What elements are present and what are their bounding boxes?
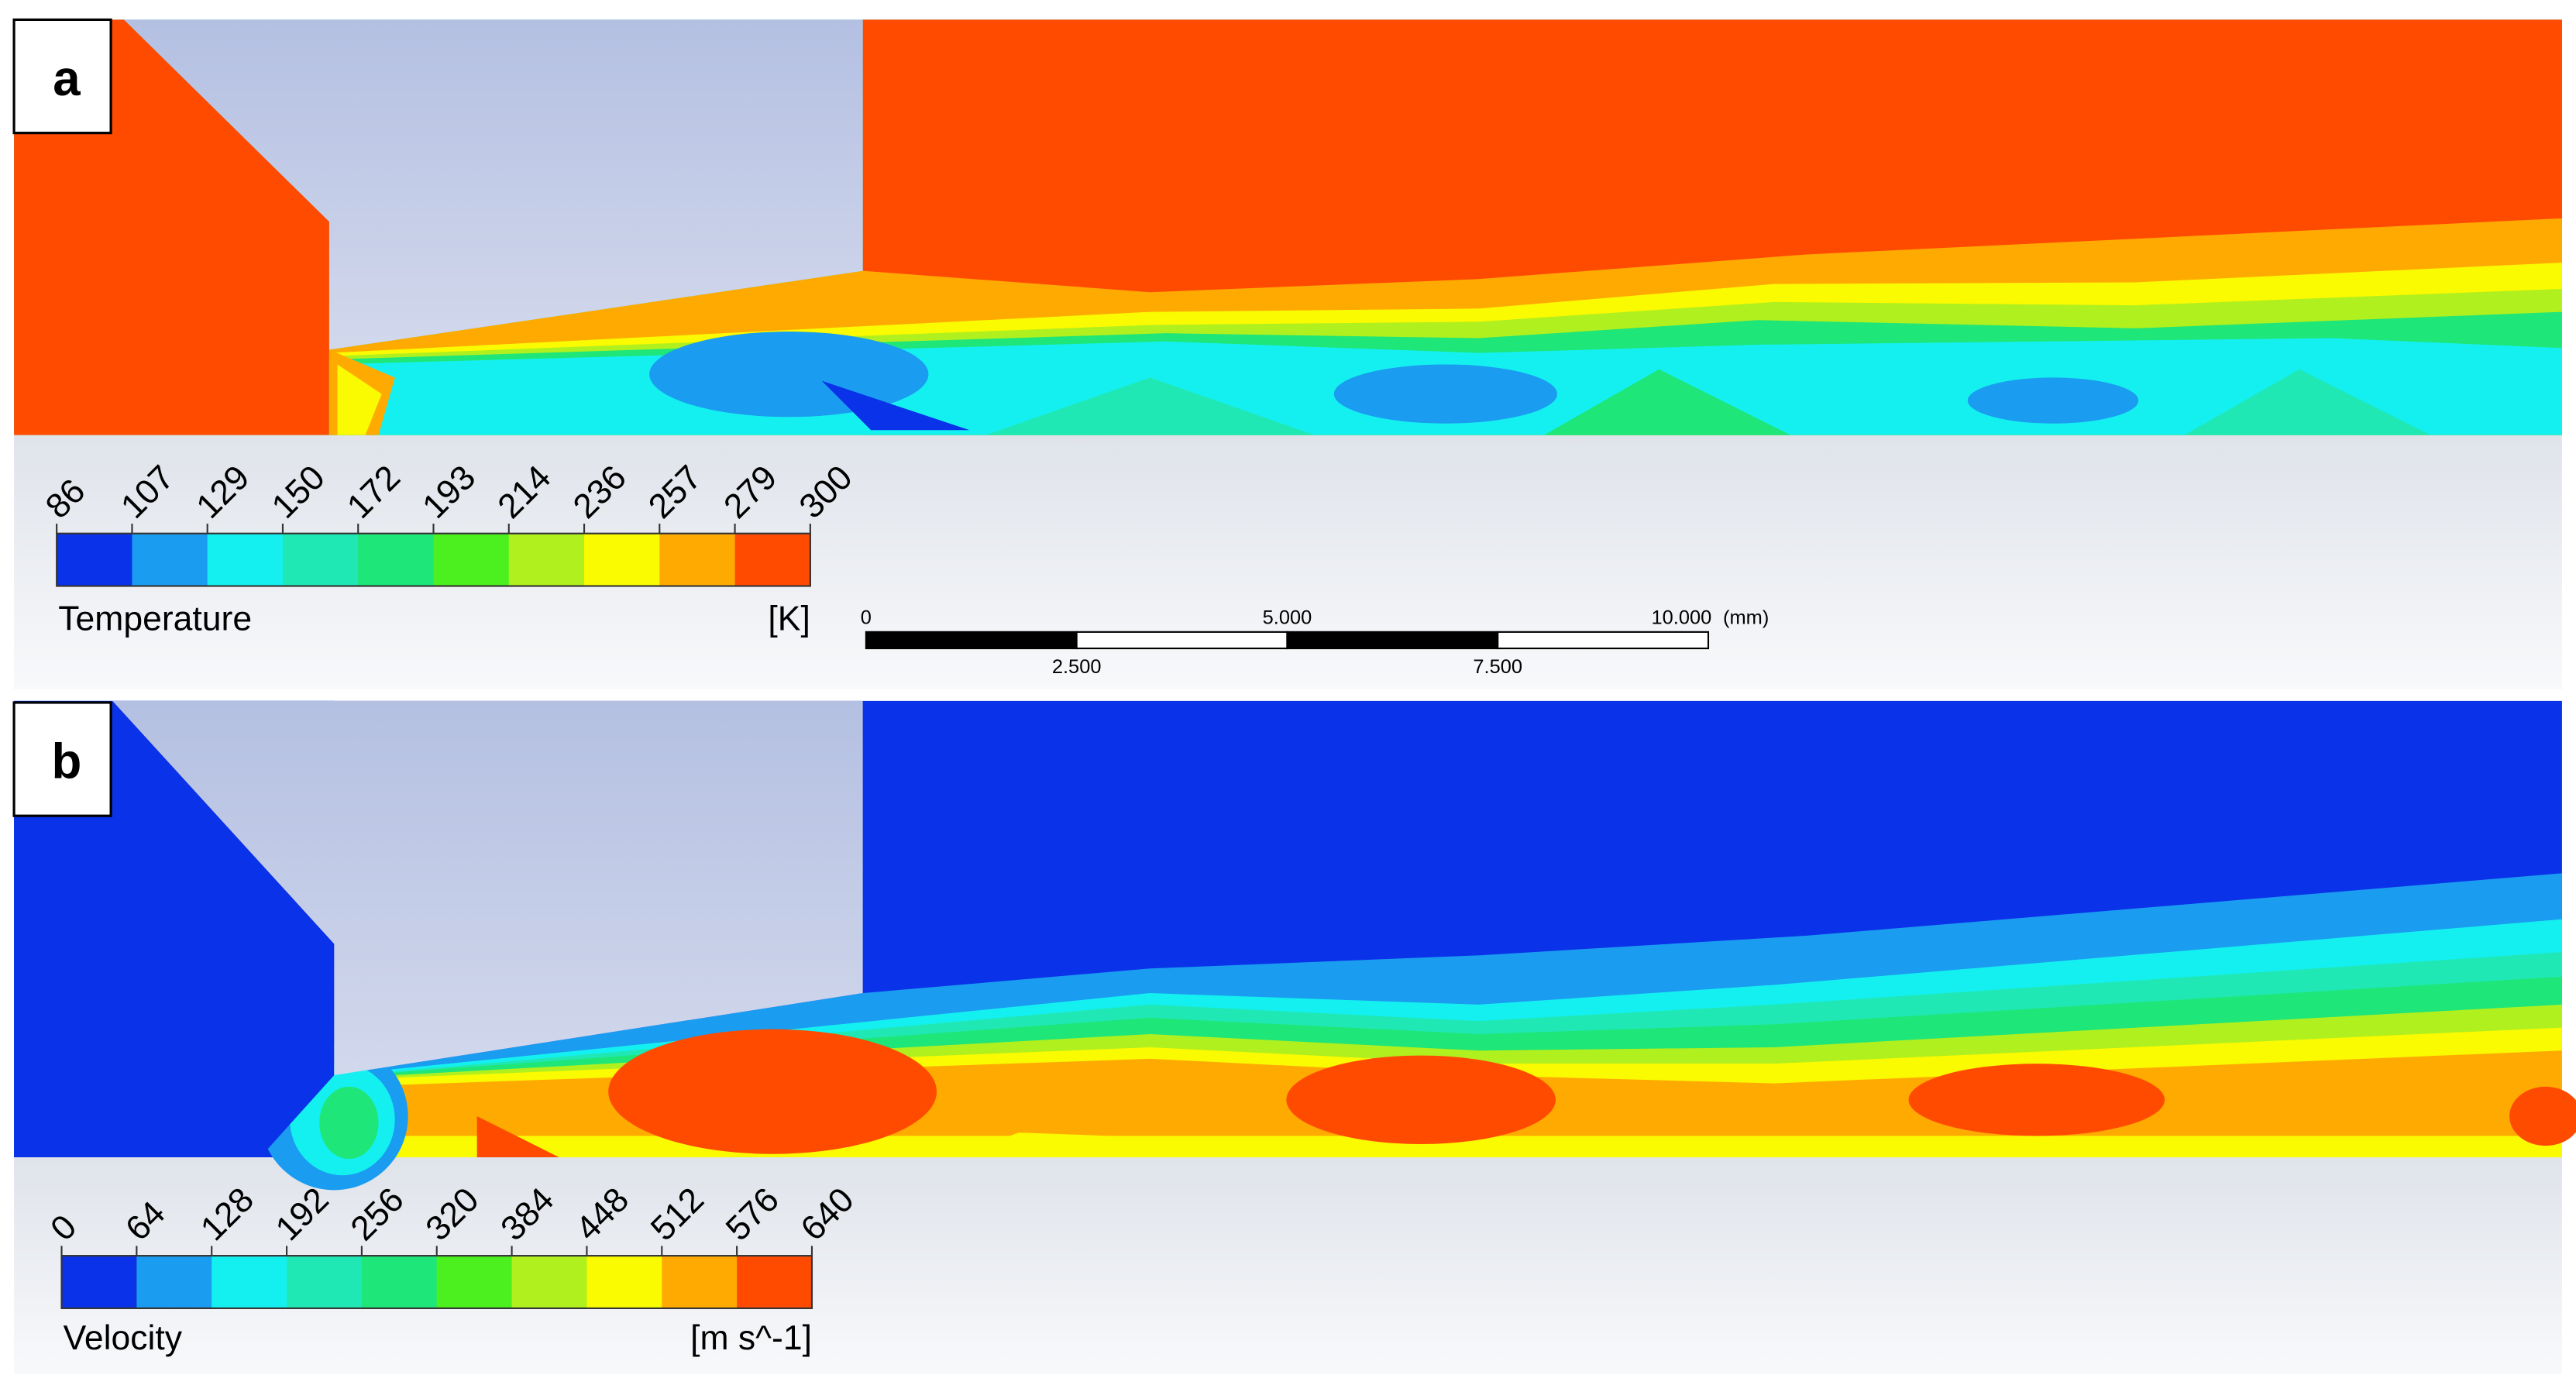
colorbar-segment	[212, 1256, 288, 1308]
scale-bar-segment	[1286, 631, 1499, 650]
panel-label-box	[12, 18, 112, 135]
colorbar-segment	[659, 533, 736, 586]
panel-label: b	[51, 734, 81, 789]
colorbar-segment	[433, 533, 510, 586]
colorbar-segment	[358, 533, 435, 586]
colorbar-segment	[361, 1256, 438, 1308]
contour-band	[2184, 369, 2431, 435]
scale-bar-label: 0	[861, 607, 872, 628]
contour-blob	[1967, 377, 2139, 424]
scale-bar-segment	[1075, 631, 1288, 650]
colorbar-segment	[136, 1256, 213, 1308]
scale-bar-segment	[865, 631, 1078, 650]
colorbar-segment	[662, 1256, 738, 1308]
colorbar-segment	[734, 533, 811, 586]
scale-bar-label: 5.000	[1263, 607, 1312, 628]
colorbar-segment	[586, 1256, 663, 1308]
colorbar-segment	[207, 533, 284, 586]
scale-bar-sublabel: 2.500	[1052, 656, 1102, 678]
contour-blob	[1908, 1064, 2165, 1136]
field-region	[14, 947, 335, 1157]
legend-unit: [m s^-1]	[690, 1319, 812, 1357]
scale-bar-segment	[1497, 631, 1710, 650]
legend-title: Temperature	[58, 600, 252, 638]
contour-band	[337, 364, 382, 435]
nozzle	[124, 19, 863, 350]
legend-unit: [K]	[768, 600, 810, 638]
colorbar-segment	[436, 1256, 513, 1308]
panel-label: a	[53, 51, 81, 106]
colorbar-segment	[511, 1256, 588, 1308]
panel-label-box	[12, 701, 112, 817]
colorbar-segment	[508, 533, 586, 586]
contour-band	[1544, 369, 1790, 435]
contour-blob	[1286, 1055, 1556, 1145]
contour-blob	[1333, 364, 1558, 424]
contour-blob	[476, 1115, 559, 1157]
colorbar-segment	[282, 533, 359, 586]
colorbar-segment	[287, 1256, 363, 1308]
colorbar-segment	[57, 533, 133, 586]
contour-blob	[608, 1029, 937, 1154]
contour-bulb	[319, 1086, 379, 1160]
colorbar-segment	[584, 533, 661, 586]
legend-title: Velocity	[64, 1319, 183, 1357]
colorbar-segment	[61, 1256, 138, 1308]
contour-band	[985, 377, 1315, 435]
colorbar-segment	[132, 533, 208, 586]
scale-bar-label: 10.000	[1652, 607, 1712, 628]
colorbar-segment	[737, 1256, 813, 1308]
scale-bar-sublabel: 7.500	[1473, 656, 1522, 678]
contour-blob	[2509, 1086, 2576, 1146]
contour-band	[953, 1133, 2562, 1157]
nozzle	[112, 700, 863, 1076]
scale-bar-unit: (mm)	[1723, 607, 1769, 628]
